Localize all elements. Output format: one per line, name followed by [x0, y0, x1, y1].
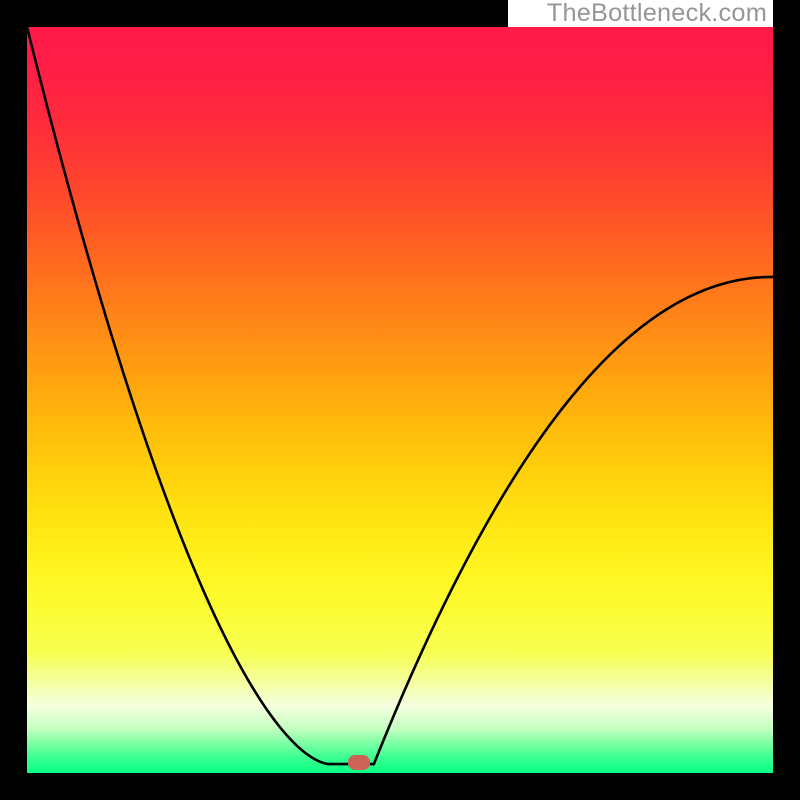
bottleneck-curve: [27, 27, 773, 773]
frame-bottom: [0, 773, 800, 800]
watermark-bar: TheBottleneck.com: [508, 0, 773, 27]
frame-right: [773, 0, 800, 800]
watermark-text: TheBottleneck.com: [547, 0, 767, 28]
optimal-point-marker: [348, 755, 370, 770]
plot-area: [27, 27, 773, 773]
frame-left: [0, 0, 27, 800]
